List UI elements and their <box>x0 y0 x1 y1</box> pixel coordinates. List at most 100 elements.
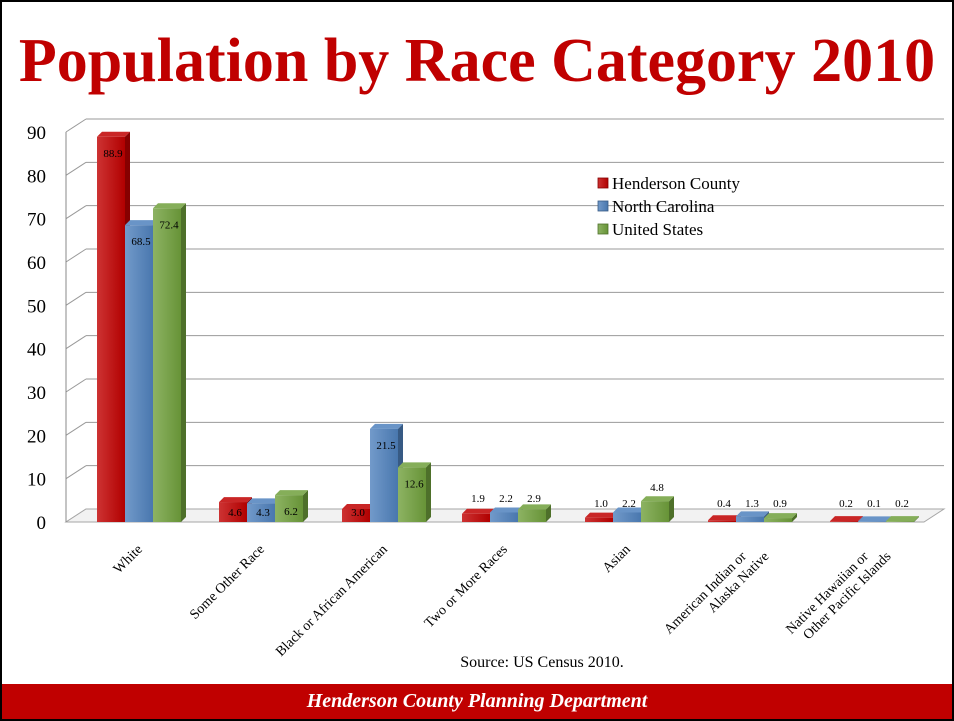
category-tick-label: Native Hawaiian orOther Pacific Islands <box>784 538 895 649</box>
data-label: 0.1 <box>867 498 881 510</box>
gridline-side <box>65 291 87 306</box>
data-label: 1.3 <box>745 498 759 510</box>
y-tick-label: 70 <box>27 210 46 231</box>
y-tick-label: 50 <box>27 296 46 317</box>
gridline-side <box>65 248 87 263</box>
bar-top <box>462 508 495 514</box>
bar-front <box>97 136 125 522</box>
bar-top <box>858 516 891 522</box>
bar-top <box>641 496 674 502</box>
y-tick-label: 20 <box>27 426 46 447</box>
data-label: 0.9 <box>773 498 787 510</box>
bar-front <box>613 512 641 522</box>
bar-front <box>125 225 153 522</box>
bar-side <box>546 504 551 522</box>
bar-front <box>585 517 613 522</box>
category-tick-label: American Indian orAlaska Native <box>662 538 773 649</box>
source-note: Source: US Census 2010. <box>460 654 624 671</box>
footer-banner: Henderson County Planning Department <box>2 684 952 719</box>
bar <box>275 490 308 522</box>
legend-entry: United States <box>612 220 703 239</box>
data-label: 2.9 <box>527 493 541 505</box>
bar-top <box>275 490 308 496</box>
bar-front <box>886 521 914 522</box>
bar-front <box>858 521 886 522</box>
bar <box>764 513 797 522</box>
data-label: 2.2 <box>499 493 513 505</box>
data-label: 4.8 <box>650 482 664 494</box>
bar-front <box>490 512 518 522</box>
bar-top <box>613 507 646 513</box>
y-tick-label: 90 <box>27 123 46 144</box>
bar-top <box>153 203 186 209</box>
bar <box>830 516 863 522</box>
y-tick-label: 0 <box>37 513 47 534</box>
bar <box>886 516 919 522</box>
gridline-side <box>65 421 87 436</box>
data-label: 4.6 <box>228 507 242 519</box>
legend-swatch <box>597 177 609 189</box>
bar-top <box>342 504 375 509</box>
bar-top <box>247 498 280 504</box>
data-label: 2.2 <box>622 498 636 510</box>
category-tick-label: Asian <box>600 542 634 576</box>
legend: Henderson County North Carolina United Sta… <box>597 174 740 239</box>
data-label: 68.5 <box>131 236 151 248</box>
bar-top <box>125 220 158 226</box>
data-label: 0.4 <box>717 498 731 510</box>
bar <box>153 203 186 522</box>
bar-top <box>97 131 130 137</box>
bar-side <box>181 203 186 522</box>
bar-top <box>490 507 523 513</box>
bars: 88.9 68.5 72.4 4.6 4.3 6.2 3.0 21.5 12.6 1.9 2.2 2.… <box>97 131 919 522</box>
y-tick-label: 60 <box>27 253 46 274</box>
y-tick-label: 10 <box>27 470 46 491</box>
gridline-side <box>65 335 87 350</box>
gridline-side <box>65 161 87 176</box>
bar-side <box>669 496 674 522</box>
bar-top <box>219 497 252 503</box>
bar-front <box>641 501 669 522</box>
y-tick-label: 80 <box>27 166 46 187</box>
data-label: 88.9 <box>103 148 123 160</box>
bar-top <box>398 462 431 468</box>
category-tick-label: Two or More Races <box>422 542 511 631</box>
bar-side <box>792 513 797 522</box>
data-label: 1.9 <box>471 493 485 505</box>
bar-front <box>736 516 764 522</box>
bar-side <box>914 516 919 522</box>
category-tick-label: White <box>111 542 146 577</box>
legend-swatch <box>597 223 609 235</box>
bar-front <box>518 509 546 522</box>
data-label: 0.2 <box>895 498 909 510</box>
bar-front <box>275 495 303 522</box>
y-tick-label: 40 <box>27 340 46 361</box>
bar-side <box>303 490 308 522</box>
bar <box>518 504 551 522</box>
data-label: 12.6 <box>404 478 424 490</box>
gridline-side <box>65 378 87 393</box>
bar-front <box>764 518 792 522</box>
bar <box>641 496 674 522</box>
data-label: 1.0 <box>594 498 608 510</box>
bar-top <box>585 512 618 518</box>
legend-swatch <box>597 200 609 212</box>
bar-top <box>830 516 863 522</box>
gridline-side <box>65 465 87 480</box>
data-label: 21.5 <box>376 440 396 452</box>
page-title: Population by Race Category 2010 <box>18 27 936 95</box>
bar-top <box>736 511 769 517</box>
bar-top <box>764 513 797 519</box>
data-label: 0.2 <box>839 498 853 510</box>
bar-front <box>462 513 490 522</box>
bar-side <box>426 462 431 522</box>
data-label: 72.4 <box>159 219 179 231</box>
bar-front <box>830 521 858 522</box>
gridline-side <box>65 205 87 220</box>
bar-top <box>886 516 919 522</box>
bar-top <box>370 423 403 429</box>
y-tick-label: 30 <box>27 383 46 404</box>
gridlines <box>65 118 944 523</box>
